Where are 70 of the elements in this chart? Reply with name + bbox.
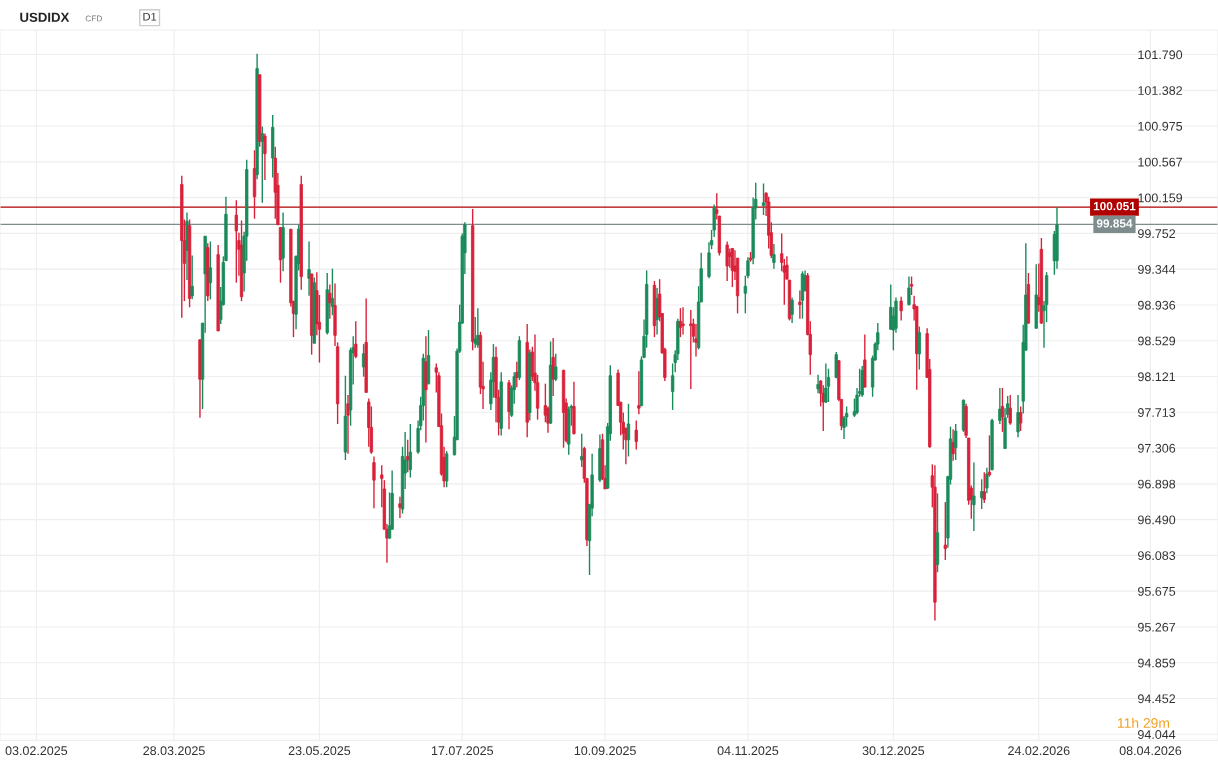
candlestick	[816, 374, 820, 394]
candlestick	[634, 419, 638, 451]
y-tick-label: 101.382	[1138, 86, 1182, 95]
candlestick	[951, 428, 955, 462]
y-tick-label: 101.790	[1138, 50, 1183, 60]
x-tick-label: 28.03.2025	[143, 746, 205, 756]
chart-title: USDIDX	[20, 12, 70, 22]
candlestick	[476, 307, 480, 349]
y-tick-label: 100.567	[1138, 157, 1182, 167]
candlestick	[554, 353, 558, 382]
candlestick	[943, 501, 947, 561]
candlestick	[263, 132, 267, 181]
candlestick	[985, 467, 989, 495]
candlestick	[917, 325, 921, 371]
x-tick-label: 04.11.2025	[717, 746, 779, 756]
y-tick-label: 97.713	[1138, 408, 1176, 417]
text: D1	[143, 12, 157, 21]
x-tick-label: 23.05.2025	[288, 746, 351, 756]
text: CFD	[85, 15, 102, 22]
y-tick-label: 100.159	[1138, 193, 1183, 203]
candlestick	[798, 289, 802, 320]
candlestick	[821, 384, 825, 432]
candlestick	[637, 370, 641, 416]
y-tick-label: 98.936	[1138, 300, 1176, 310]
y-tick-label: 100.975	[1138, 121, 1183, 131]
x-tick-label: 08.04.2026	[1119, 746, 1182, 756]
y-tick-label: 96.083	[1138, 551, 1176, 561]
candlestick	[307, 240, 311, 297]
x-tick-label: 30.12.2025	[862, 746, 925, 756]
y-tick-label: 94.452	[1138, 694, 1176, 704]
x-tick-label: 03.02.2025	[5, 746, 68, 756]
candlestick	[772, 243, 776, 270]
candlestick	[328, 283, 332, 320]
candlestick	[824, 362, 828, 404]
candlestick	[354, 320, 358, 359]
candlestick	[1016, 394, 1020, 438]
y-tick-label: 95.675	[1138, 586, 1176, 596]
y-tick-label: 98.529	[1138, 336, 1176, 346]
y-tick-label: 99.344	[1138, 264, 1176, 274]
x-tick-label: 10.09.2025	[574, 746, 636, 756]
candlestick	[655, 287, 659, 336]
candlestick	[515, 360, 519, 388]
candlestick	[398, 496, 402, 519]
ref-line-label: 99.854	[1096, 219, 1133, 228]
candlestick	[694, 323, 698, 358]
y-tick-label: 96.490	[1138, 515, 1176, 525]
candlestick	[372, 455, 376, 509]
candlestick	[681, 306, 685, 336]
annotation: 11h 29m	[1117, 717, 1170, 728]
candlestick	[909, 275, 914, 296]
candlestick	[689, 309, 693, 390]
y-tick-label: 98.121	[1138, 372, 1176, 382]
candlestick	[790, 296, 794, 324]
candlestick	[234, 199, 238, 284]
y-tick-label: 94.044	[1138, 730, 1176, 739]
y-tick-label: 95.267	[1138, 622, 1176, 632]
candlestick	[670, 362, 675, 411]
y-tick-label: 96.898	[1138, 479, 1176, 489]
x-tick-label: 17.07.2025	[431, 746, 494, 756]
candlestick	[954, 423, 958, 461]
candlestick	[987, 434, 992, 478]
y-tick-label: 99.752	[1138, 229, 1176, 239]
candlestick	[899, 296, 903, 322]
candlestick	[346, 394, 350, 455]
candlestick	[190, 254, 194, 301]
ref-line-label: 100.051	[1093, 201, 1136, 211]
y-tick-label: 97.306	[1138, 443, 1176, 453]
y-tick-label: 94.859	[1138, 658, 1176, 668]
x-tick-label: 24.02.2026	[1008, 746, 1070, 756]
candlestick	[834, 351, 838, 380]
